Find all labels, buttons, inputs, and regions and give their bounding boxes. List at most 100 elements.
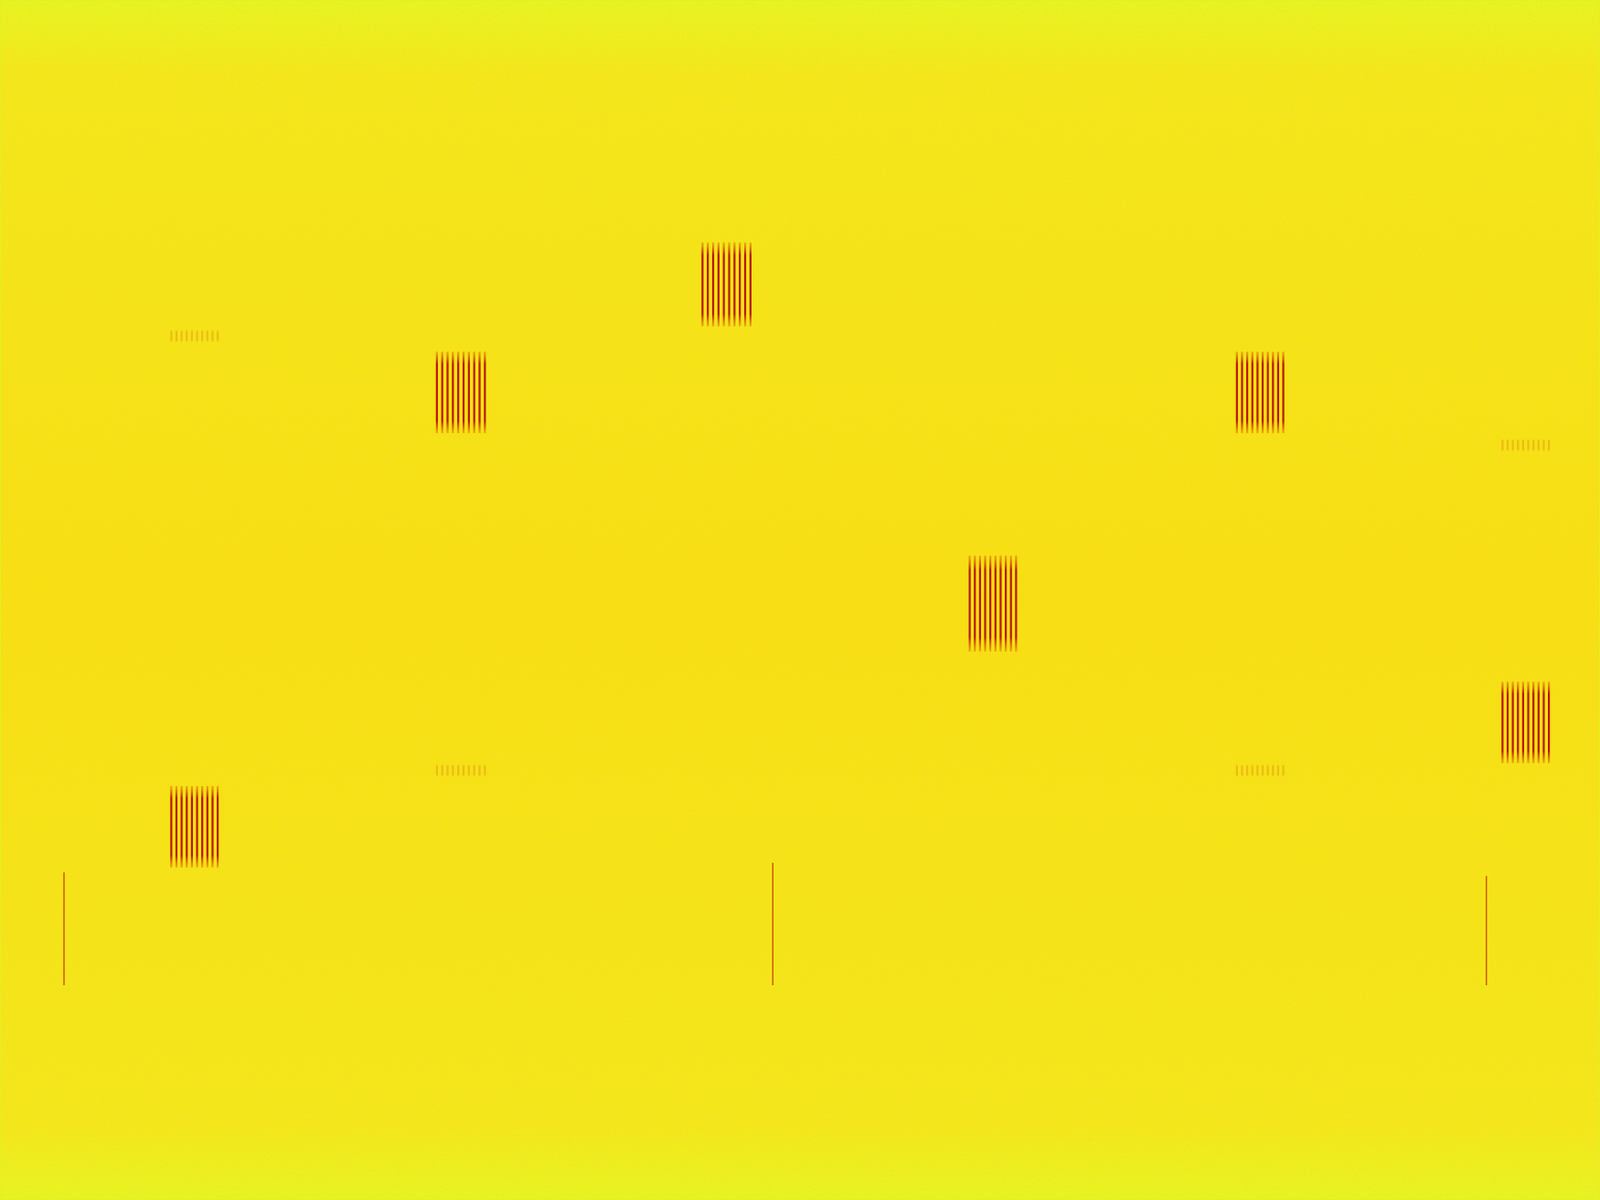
burst-stripe bbox=[1506, 682, 1509, 764]
burst-stripe bbox=[1240, 764, 1243, 777]
burst-stripe bbox=[216, 330, 219, 342]
noise-floor bbox=[0, 0, 1600, 1200]
burst bbox=[969, 555, 1018, 652]
burst-stripe bbox=[1501, 439, 1504, 452]
faint-burst bbox=[170, 330, 219, 342]
carrier bbox=[0, 594, 1600, 600]
burst bbox=[701, 242, 752, 327]
burst-stripe bbox=[1512, 682, 1515, 764]
burst-stripe bbox=[1271, 352, 1274, 434]
burst-stripe bbox=[473, 352, 476, 434]
burst-stripe bbox=[185, 330, 188, 342]
burst-stripe bbox=[441, 352, 444, 434]
burst-stripe bbox=[478, 764, 480, 777]
burst-stripe bbox=[1547, 682, 1550, 764]
background bbox=[0, 0, 1600, 1200]
burst-stripe bbox=[436, 352, 438, 434]
burst-stripe bbox=[1261, 764, 1264, 777]
burst-stripe bbox=[1251, 352, 1254, 434]
burst-stripe bbox=[1277, 352, 1280, 434]
burst-stripe bbox=[468, 764, 470, 777]
faint-burst bbox=[1501, 439, 1550, 452]
burst-stripe bbox=[175, 330, 178, 342]
burst-stripe bbox=[462, 764, 465, 777]
burst-stripe bbox=[1277, 764, 1280, 777]
burst-stripe bbox=[170, 786, 172, 868]
burst-stripe bbox=[1251, 764, 1254, 777]
burst-stripe bbox=[1542, 682, 1545, 764]
burst-stripe bbox=[451, 352, 454, 434]
burst-stripe bbox=[1512, 439, 1515, 452]
faint-burst bbox=[436, 764, 487, 777]
burst-stripe bbox=[1246, 764, 1248, 777]
impulse bbox=[63, 873, 64, 986]
burst-stripe bbox=[451, 764, 454, 777]
burst-stripe bbox=[749, 242, 752, 327]
burst-stripe bbox=[181, 330, 183, 342]
burst-stripe bbox=[1271, 764, 1274, 777]
plot-area bbox=[0, 242, 1600, 986]
burst-stripe bbox=[185, 786, 188, 868]
burst-stripe bbox=[723, 242, 726, 327]
burst-stripe bbox=[1526, 682, 1529, 764]
burst-stripe bbox=[1256, 764, 1259, 777]
burst-stripe bbox=[999, 555, 1002, 652]
burst-stripe bbox=[733, 242, 736, 327]
burst bbox=[436, 352, 487, 434]
burst-stripe bbox=[1506, 439, 1509, 452]
burst bbox=[1236, 352, 1285, 434]
burst-stripe bbox=[1282, 764, 1285, 777]
burst-stripe bbox=[983, 555, 986, 652]
burst-stripe bbox=[441, 764, 444, 777]
burst-stripe bbox=[1267, 352, 1270, 434]
burst-stripe bbox=[1014, 555, 1017, 652]
burst-stripe bbox=[175, 786, 178, 868]
burst-stripe bbox=[206, 786, 209, 868]
burst-stripe bbox=[1537, 439, 1540, 452]
burst-stripe bbox=[216, 786, 219, 868]
burst-stripe bbox=[446, 352, 448, 434]
burst-stripe bbox=[989, 555, 992, 652]
burst-stripe bbox=[994, 555, 997, 652]
burst-stripe bbox=[1240, 352, 1243, 434]
burst-stripe bbox=[969, 555, 971, 652]
burst-stripe bbox=[195, 330, 198, 342]
burst-stripe bbox=[712, 242, 715, 327]
burst-stripe bbox=[973, 555, 976, 652]
burst-stripe bbox=[701, 242, 704, 327]
burst-stripe bbox=[1547, 439, 1550, 452]
burst-stripe bbox=[191, 786, 193, 868]
burst-stripe bbox=[206, 330, 209, 342]
burst-stripe bbox=[1267, 764, 1270, 777]
burst-stripe bbox=[979, 555, 982, 652]
faint-burst bbox=[1236, 764, 1285, 777]
burst-stripe bbox=[1526, 439, 1529, 452]
burst-stripe bbox=[211, 786, 214, 868]
burst-stripe bbox=[170, 330, 172, 342]
burst-stripe bbox=[1501, 682, 1504, 764]
burst-stripe bbox=[457, 764, 459, 777]
plot-frame bbox=[0, 0, 1600, 1200]
burst-stripe bbox=[1261, 352, 1264, 434]
burst bbox=[170, 786, 219, 868]
burst-stripe bbox=[1236, 764, 1238, 777]
impulse bbox=[1485, 875, 1487, 985]
burst-stripe bbox=[462, 352, 465, 434]
burst-stripe bbox=[1516, 439, 1519, 452]
burst-stripe bbox=[1516, 682, 1519, 764]
burst-stripe bbox=[483, 764, 486, 777]
impulse bbox=[772, 863, 774, 986]
burst-stripe bbox=[1282, 352, 1285, 434]
burst-stripe bbox=[1542, 439, 1545, 452]
burst-stripe bbox=[181, 786, 183, 868]
burst-stripe bbox=[706, 242, 709, 327]
burst-stripe bbox=[478, 352, 480, 434]
burst-stripe bbox=[446, 764, 448, 777]
burst-stripe bbox=[1010, 555, 1013, 652]
burst-stripe bbox=[195, 786, 198, 868]
burst-stripe bbox=[483, 352, 486, 434]
burst bbox=[1501, 682, 1550, 764]
burst-stripe bbox=[201, 330, 203, 342]
burst-stripe bbox=[1532, 439, 1535, 452]
burst-stripe bbox=[473, 764, 476, 777]
